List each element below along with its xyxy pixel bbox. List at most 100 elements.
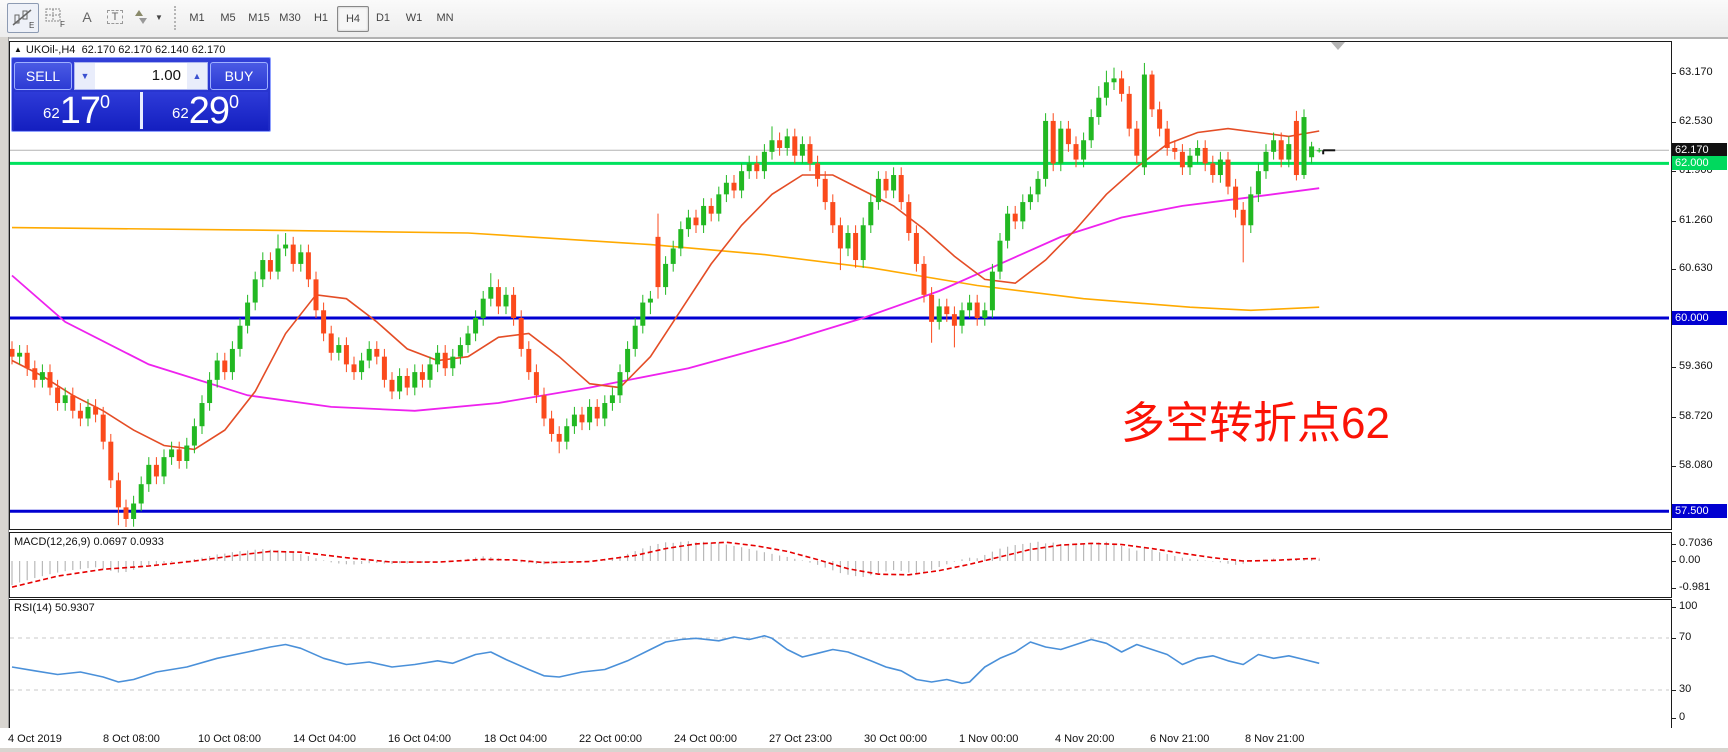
candle [381, 356, 387, 380]
candle [898, 175, 904, 203]
rsi-tick-0: 0 [1679, 711, 1686, 723]
tile-divider [140, 92, 143, 129]
candle [868, 202, 874, 226]
candle [594, 406, 600, 419]
price-axis[interactable]: 63.17062.53061.90061.26060.63059.36058.7… [1671, 0, 1728, 752]
rsi-label: RSI(14) 50.9307 [14, 602, 95, 614]
candle [625, 348, 631, 373]
volume-input[interactable]: 1.00 [95, 63, 187, 89]
candle [207, 379, 213, 404]
grid-button[interactable]: F [40, 3, 70, 31]
text-label-button[interactable]: T [100, 3, 130, 31]
scroll-to-end-marker[interactable] [1331, 42, 1345, 50]
macd-panel[interactable] [9, 532, 1672, 598]
axis-tick [1671, 607, 1676, 608]
timeframe-d1[interactable]: D1 [375, 12, 391, 24]
candle [1096, 97, 1102, 118]
price-tick-60.630: 60.630 [1679, 262, 1713, 275]
timeframe-h1[interactable]: H1 [313, 12, 329, 24]
symbol-label: UKOil-,H4 [25, 44, 76, 56]
candle [237, 325, 243, 349]
letter-a-icon: A [82, 9, 92, 25]
candle [488, 287, 494, 299]
candle [115, 480, 121, 508]
candle [412, 372, 418, 388]
candle [587, 406, 593, 423]
candle [1255, 171, 1261, 195]
time-label: 24 Oct 00:00 [674, 733, 737, 745]
candle [617, 372, 623, 396]
toolbar-drag-handle[interactable] [174, 6, 180, 30]
time-axis[interactable]: 4 Oct 2019 8 Oct 08:00 10 Oct 08:00 14 Oct … [0, 728, 1728, 748]
candle [1157, 109, 1163, 129]
candle [85, 406, 91, 419]
axis-tick [1671, 588, 1676, 589]
chart-mode-button[interactable]: E [7, 3, 39, 33]
price-tick-58.080: 58.080 [1679, 459, 1713, 472]
one-click-trading-panel: SELL ▼ 1.00 ▲ BUY 62 17 0 62 29 0 [11, 57, 271, 132]
candle [1172, 147, 1178, 152]
candlestick-chart[interactable] [10, 42, 1669, 527]
collapse-arrow-icon[interactable]: ▲ [14, 45, 22, 54]
volume-increase-button[interactable]: ▲ [187, 63, 207, 89]
candle [123, 507, 129, 519]
sell-button[interactable]: SELL [14, 62, 72, 90]
sell-price-tile[interactable]: 62 17 0 [14, 92, 139, 130]
candle [1202, 147, 1208, 164]
main-chart-panel[interactable] [9, 41, 1672, 530]
candle [359, 360, 365, 373]
candle [549, 418, 555, 434]
volume-decrease-button[interactable]: ▼ [75, 63, 95, 89]
sell-price-sup: 0 [99, 92, 110, 112]
timeframe-m5[interactable]: M5 [220, 12, 236, 24]
candle [1081, 140, 1087, 160]
timeframe-m30[interactable]: M30 [279, 12, 301, 24]
candle [1217, 159, 1223, 176]
rsi-line [11, 634, 1320, 685]
candle [906, 202, 912, 233]
timeframe-m15[interactable]: M15 [248, 12, 270, 24]
candle [199, 403, 205, 427]
candle [24, 352, 30, 369]
rsi-chart[interactable] [10, 600, 1669, 726]
axis-tick [1671, 171, 1676, 173]
candle [153, 464, 159, 477]
candle [435, 352, 441, 365]
candle [245, 302, 251, 326]
candle [731, 182, 737, 191]
axis-tick [1671, 561, 1676, 562]
macd-tick--0.981: -0.981 [1679, 581, 1711, 593]
candle [967, 302, 973, 311]
candle [1210, 163, 1216, 176]
buy-price-tile[interactable]: 62 29 0 [143, 92, 268, 130]
axis-tick [1671, 466, 1676, 468]
candle [397, 375, 403, 392]
buy-button[interactable]: BUY [210, 62, 268, 90]
price-tick-58.720: 58.720 [1679, 409, 1713, 422]
font-button[interactable]: A [72, 3, 102, 31]
candle [229, 348, 235, 373]
candle [366, 348, 372, 361]
timeframe-h4[interactable]: H4 [337, 6, 369, 32]
candle [138, 484, 144, 504]
candle [761, 151, 767, 172]
candle [351, 364, 357, 373]
price-tick-62.530: 62.530 [1679, 115, 1713, 128]
candle [1012, 213, 1018, 222]
candle [837, 225, 843, 249]
ma-red-line [11, 127, 1320, 451]
timeframe-w1[interactable]: W1 [405, 12, 423, 24]
cursor-mode-button[interactable]: ▼ [130, 3, 166, 31]
macd-chart[interactable] [10, 533, 1669, 595]
rsi-panel[interactable] [9, 599, 1672, 729]
candle [404, 375, 410, 388]
candle [131, 503, 137, 519]
volume-control: ▼ 1.00 ▲ [74, 62, 208, 90]
timeframe-mn[interactable]: MN [436, 12, 454, 24]
candle [374, 348, 380, 357]
candle [792, 136, 798, 156]
candle [1035, 178, 1041, 195]
candle [450, 356, 456, 369]
timeframe-m1[interactable]: M1 [189, 12, 205, 24]
macd-tick-0.00: 0.00 [1679, 554, 1701, 566]
